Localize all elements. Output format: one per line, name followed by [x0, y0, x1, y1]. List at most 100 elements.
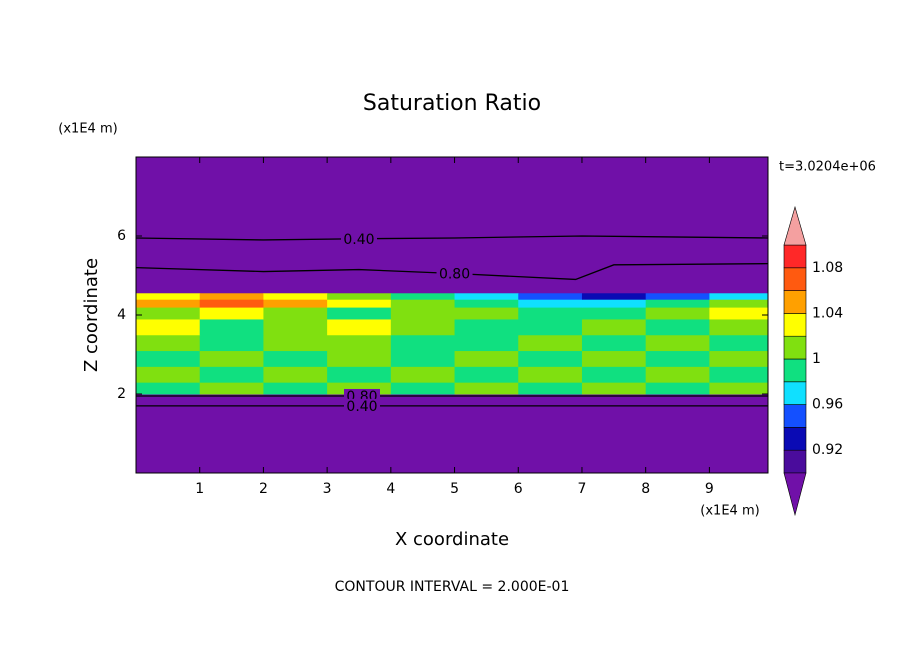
field-cell	[645, 299, 710, 308]
field-cell	[263, 350, 328, 367]
field-cell	[645, 293, 710, 300]
field-cell	[581, 307, 647, 320]
x-axis-title: X coordinate	[395, 529, 509, 550]
field-cell	[454, 293, 519, 300]
field-cell	[327, 350, 392, 367]
colorbar-box	[783, 313, 807, 337]
x-tick-label: 5	[450, 481, 459, 497]
y-unit: (x1E4 m)	[58, 122, 117, 137]
colorbar-over	[783, 205, 807, 246]
x-tick-label: 2	[259, 481, 268, 497]
field-cell	[136, 318, 201, 336]
field-cell	[518, 334, 583, 352]
field-cell	[199, 382, 264, 395]
x-tick-label: 6	[514, 481, 523, 497]
contour-line	[135, 235, 769, 241]
field-cell	[518, 307, 583, 320]
field-cell	[327, 334, 392, 352]
field-cell	[645, 366, 710, 383]
contour-label-bg	[436, 266, 473, 281]
field-cell	[709, 299, 769, 308]
x-tick-label: 9	[705, 481, 714, 497]
field-cell	[518, 366, 583, 383]
field-cell	[199, 366, 264, 383]
field-cell	[645, 334, 710, 352]
field-cell	[136, 307, 201, 320]
colorbar-tick-label: 1	[812, 351, 821, 367]
field-cell	[518, 318, 583, 336]
field-cell	[263, 382, 328, 395]
field-cell	[709, 307, 769, 320]
field-cell	[581, 293, 647, 300]
field-cell	[709, 318, 769, 336]
contour-label: 0.80	[439, 267, 470, 283]
field-cell	[390, 307, 456, 320]
field-cell	[454, 350, 519, 367]
field-cell	[136, 350, 201, 367]
x-tick-label: 3	[323, 481, 332, 497]
field-cell	[199, 350, 264, 367]
x-tick-label: 8	[641, 481, 650, 497]
y-tick-label: 2	[117, 386, 126, 402]
field-cell	[518, 350, 583, 367]
field-cell	[136, 366, 201, 383]
time-label: t=3.0204e+06	[779, 160, 876, 175]
field-cell	[709, 334, 769, 352]
field-cell	[454, 334, 519, 352]
colorbar-tick-label: 1.04	[812, 305, 843, 321]
field-cell	[136, 299, 201, 308]
field-cell	[390, 293, 456, 300]
field-cell	[518, 293, 583, 300]
colorbar-box	[783, 335, 807, 360]
field-cell	[136, 382, 201, 395]
field-cell	[709, 350, 769, 367]
y-tick-label: 4	[117, 307, 126, 323]
field-cell	[581, 350, 647, 367]
contour-label-bg	[344, 398, 380, 413]
colorbar-tick-label: 0.92	[812, 442, 843, 458]
field-cell	[581, 299, 647, 308]
field-cell	[581, 318, 647, 336]
field-cell	[263, 293, 328, 300]
field-cell	[581, 334, 647, 352]
field-cell	[518, 299, 583, 308]
field-cell	[645, 382, 710, 395]
contour-label: 0.40	[346, 399, 377, 415]
field-cell	[709, 382, 769, 395]
footer-note: CONTOUR INTERVAL = 2.000E-01	[335, 579, 570, 595]
field-cell	[709, 293, 769, 300]
colorbar-tick-label: 1.08	[812, 260, 843, 276]
colorbar-tick-label: 0.96	[812, 397, 843, 413]
field-cell	[263, 318, 328, 336]
colorbar-box	[783, 244, 807, 269]
x-tick-label: 4	[386, 481, 395, 497]
field-cell	[199, 299, 264, 308]
chart-title: Saturation Ratio	[363, 91, 541, 116]
field-cell	[518, 382, 583, 395]
field-cell	[327, 299, 392, 308]
field-cell	[645, 307, 710, 320]
field-cell	[199, 318, 264, 336]
colorbar-box	[783, 404, 807, 428]
field-cell	[390, 299, 456, 308]
colorbar-box	[783, 449, 807, 474]
field-cell	[709, 366, 769, 383]
field-cell	[390, 350, 456, 367]
colorbar-box	[783, 381, 807, 405]
field-cell	[327, 318, 392, 336]
field-cell	[454, 366, 519, 383]
field-cell	[199, 307, 264, 320]
colorbar-box	[783, 267, 807, 291]
field-cell	[136, 334, 201, 352]
field-cell	[645, 318, 710, 336]
x-unit: (x1E4 m)	[700, 504, 759, 519]
field-cell	[136, 293, 201, 300]
colorbar-under	[783, 472, 807, 517]
field-cell	[645, 350, 710, 367]
field-cell	[263, 334, 328, 352]
field-cell	[390, 318, 456, 336]
field-cell	[263, 299, 328, 308]
y-tick-label: 6	[117, 228, 126, 244]
